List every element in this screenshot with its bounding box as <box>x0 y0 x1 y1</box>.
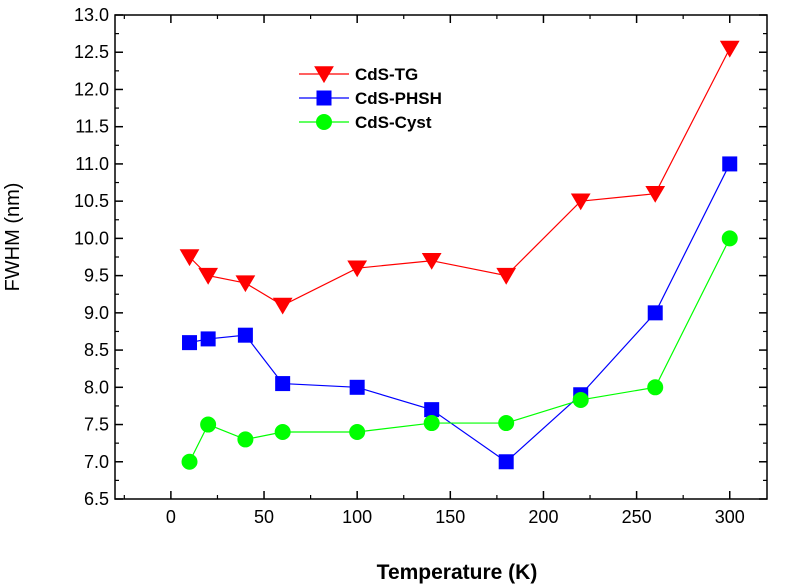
y-tick-label: 8.5 <box>84 340 109 360</box>
data-point-2-7 <box>572 391 589 408</box>
data-point-2-8 <box>647 379 664 396</box>
legend-marker-1 <box>316 90 332 106</box>
y-tick-label: 13.0 <box>74 5 109 25</box>
data-point-0-4 <box>347 260 368 278</box>
data-point-1-0 <box>182 335 198 351</box>
data-point-0-7 <box>570 193 591 211</box>
series-line-2 <box>188 238 731 463</box>
data-point-0-3 <box>272 297 293 315</box>
x-tick-label: 300 <box>715 507 745 527</box>
x-tick-label: 0 <box>166 507 176 527</box>
x-tick-label: 200 <box>528 507 558 527</box>
y-tick-label: 8.0 <box>84 377 109 397</box>
series-line-1 <box>189 163 731 463</box>
data-point-1-2 <box>237 327 253 343</box>
axes-layer: 0 50 100 150 200 250 300 6.5 7.0 7.5 8.0 8.5 9.0 9.5 1… <box>74 5 768 527</box>
data-point-1-4 <box>349 379 365 395</box>
data-point-2-0 <box>181 453 198 470</box>
legend-marker-2 <box>316 114 332 130</box>
data-point-2-5 <box>423 415 440 432</box>
data-point-0-6 <box>496 267 517 285</box>
x-tick-label: 150 <box>435 507 465 527</box>
y-axis-title: FWHM (nm) <box>2 183 24 292</box>
data-point-0-0 <box>179 249 200 267</box>
y-tick-label: 11.5 <box>75 117 109 137</box>
data-point-1-9 <box>722 156 738 172</box>
x-tick-label: 250 <box>622 507 652 527</box>
y-tick-label: 7.5 <box>84 415 109 435</box>
data-point-0-2 <box>235 275 256 293</box>
legend-marker-0 <box>314 66 334 84</box>
y-tick-label: 11.0 <box>75 154 109 174</box>
data-point-2-1 <box>200 416 217 433</box>
y-tick-label: 9.0 <box>84 303 109 323</box>
data-point-2-6 <box>498 415 515 432</box>
data-point-1-6 <box>498 454 514 470</box>
data-point-0-8 <box>645 186 666 203</box>
series-layer <box>179 40 740 470</box>
data-point-2-3 <box>274 423 291 440</box>
legend: CdS-TG CdS-PHSH CdS-Cyst <box>299 65 442 132</box>
data-point-1-1 <box>200 331 216 347</box>
y-tick-label: 10.5 <box>74 191 109 211</box>
series-line-0 <box>189 48 731 307</box>
data-point-0-1 <box>198 267 219 285</box>
y-tick-label: 7.0 <box>84 452 109 472</box>
y-tick-label: 12.5 <box>74 42 109 62</box>
y-tick-label: 10.0 <box>74 228 109 248</box>
legend-label-1: CdS-PHSH <box>355 89 442 108</box>
data-point-2-2 <box>237 431 254 448</box>
legend-label-2: CdS-Cyst <box>355 113 432 132</box>
data-point-2-4 <box>349 423 366 440</box>
y-tick-label: 6.5 <box>84 489 109 509</box>
data-point-1-8 <box>647 305 663 321</box>
x-tick-label: 50 <box>254 507 274 527</box>
data-point-0-9 <box>719 40 740 58</box>
data-point-1-5 <box>424 402 440 418</box>
x-tick-label: 100 <box>342 507 372 527</box>
y-tick-label: 9.5 <box>84 266 109 286</box>
x-axis-title: Temperature (K) <box>377 561 538 584</box>
y-tick-label: 12.0 <box>74 79 109 99</box>
data-point-0-5 <box>421 253 442 270</box>
data-point-2-9 <box>721 230 738 247</box>
legend-label-0: CdS-TG <box>355 65 418 84</box>
data-point-1-3 <box>275 376 291 392</box>
